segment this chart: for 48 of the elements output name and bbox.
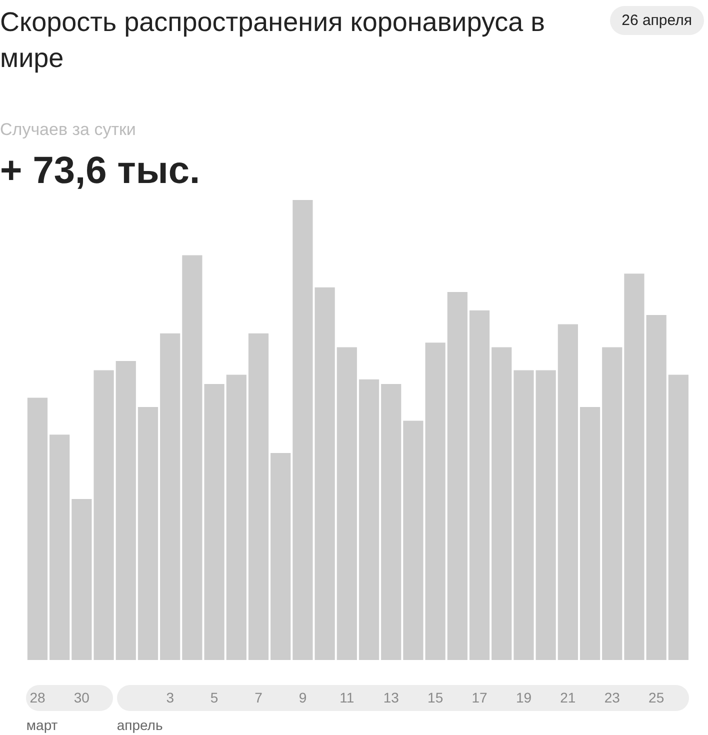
bar (403, 420, 424, 660)
bar (138, 407, 158, 660)
bar (447, 292, 468, 660)
x-tick-label: 9 (298, 689, 307, 706)
x-tick-label: 13 (383, 689, 400, 706)
bar (336, 347, 357, 660)
x-tick-label: 7 (254, 689, 263, 706)
bar (624, 274, 644, 660)
bar (580, 407, 600, 660)
bar (72, 499, 92, 660)
chart-title: Скорость распространения коронавируса в мире (0, 6, 546, 75)
bar (668, 374, 688, 660)
x-tick-label: 3 (166, 689, 174, 706)
bar (425, 342, 446, 660)
bar (492, 347, 512, 660)
x-tick-label: 21 (560, 689, 576, 706)
x-tick-label: 17 (472, 689, 488, 706)
bar (182, 255, 202, 660)
bar (270, 453, 291, 660)
bar (514, 370, 534, 660)
bar (469, 310, 490, 660)
bar (226, 374, 246, 660)
bar (204, 384, 224, 660)
x-tick-label: 5 (210, 689, 218, 706)
text: + 73,6 тыс. (0, 150, 200, 193)
bar (50, 434, 70, 660)
bar (536, 370, 556, 660)
text: 26 апреля (610, 6, 704, 35)
text: апрель (116, 717, 163, 733)
x-tick-label: 15 (428, 689, 444, 706)
bar (116, 361, 136, 660)
bar (602, 347, 622, 660)
bar (248, 333, 269, 660)
x-tick-label: 19 (516, 689, 532, 706)
bar (381, 384, 402, 660)
bar (558, 324, 578, 660)
x-tick-label: 25 (648, 689, 664, 706)
x-tick-label: 30 (74, 689, 90, 706)
bar (358, 379, 380, 660)
bar (646, 315, 666, 660)
text: март (26, 717, 58, 733)
bar (160, 333, 180, 660)
x-tick-label: 28 (30, 689, 46, 706)
bar (94, 370, 114, 660)
x-tick-label: 23 (604, 689, 620, 706)
x-tick-label: 11 (340, 689, 354, 706)
chart-subtitle: Случаев за сутки (0, 120, 136, 140)
bar (27, 398, 48, 660)
